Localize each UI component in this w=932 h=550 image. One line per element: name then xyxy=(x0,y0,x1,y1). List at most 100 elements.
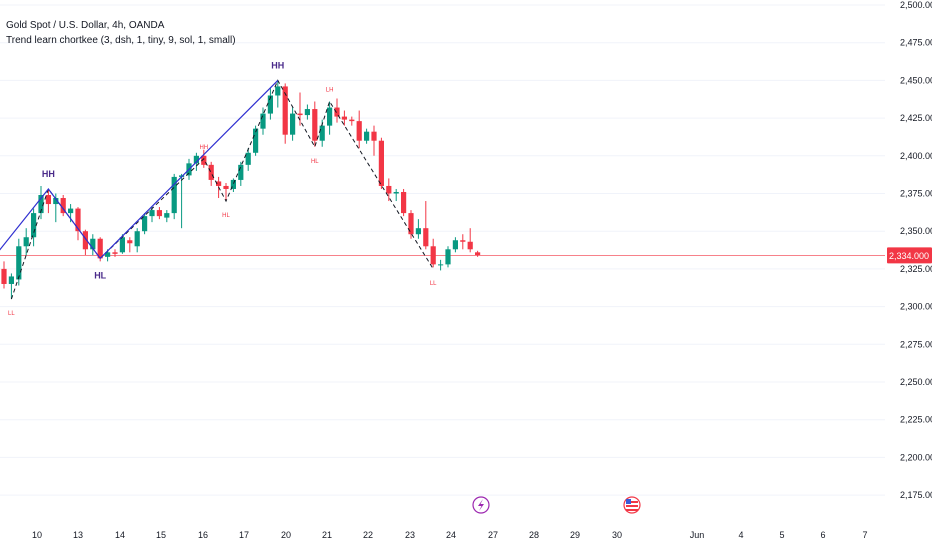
candle-body xyxy=(445,249,451,265)
indicator-legend[interactable]: Trend learn chortkee (3, dsh, 1, tiny, 9… xyxy=(6,35,236,46)
candle-body xyxy=(415,228,421,235)
candle-body xyxy=(334,107,340,117)
candle-body xyxy=(275,86,281,96)
pivot-label-hh: HH xyxy=(42,169,55,179)
y-tick-label: 2,200.000 xyxy=(900,452,932,462)
candle-body xyxy=(164,213,170,218)
x-tick-label: 13 xyxy=(73,530,83,540)
candle xyxy=(208,161,214,186)
candle-body xyxy=(156,210,162,217)
candle-body xyxy=(149,210,155,217)
candle-body xyxy=(319,125,325,141)
candle-body xyxy=(282,86,288,135)
candle-body xyxy=(327,107,333,126)
candle xyxy=(142,213,148,235)
candle xyxy=(260,107,266,135)
candle xyxy=(460,234,466,250)
candle-body xyxy=(408,213,414,235)
candle xyxy=(438,259,444,271)
candle xyxy=(371,125,377,156)
x-tick-label: 21 xyxy=(322,530,332,540)
y-tick-label: 2,425.000 xyxy=(900,113,932,123)
y-tick-label: 2,225.000 xyxy=(900,415,932,425)
candle-body xyxy=(90,238,96,250)
candle-body xyxy=(297,113,303,116)
candle xyxy=(238,161,244,186)
us-flag-icon[interactable] xyxy=(623,496,641,514)
candle xyxy=(53,193,59,223)
candle xyxy=(430,238,436,268)
x-tick-label: 14 xyxy=(115,530,125,540)
candle xyxy=(223,182,229,202)
x-tick-label: 28 xyxy=(529,530,539,540)
lightning-glyph xyxy=(478,499,484,511)
zigzag-dashed-line xyxy=(10,79,434,300)
candle xyxy=(282,83,288,144)
y-tick-label: 2,300.000 xyxy=(900,302,932,312)
pivot-label-hh: HH xyxy=(271,60,284,70)
flag-stripe xyxy=(626,501,638,503)
candle xyxy=(364,128,370,144)
candle xyxy=(401,188,407,217)
candle-body xyxy=(304,109,310,116)
candle-body xyxy=(31,213,37,238)
chart-legend: Gold Spot / U.S. Dollar, 4h, OANDA Trend… xyxy=(6,18,236,48)
candle xyxy=(393,188,399,202)
candle xyxy=(8,273,14,300)
x-tick-label: 24 xyxy=(446,530,456,540)
candle-body xyxy=(290,113,296,135)
candle xyxy=(156,207,162,220)
flag-stripe xyxy=(626,505,638,507)
pivot-label-hh: HH xyxy=(199,145,208,151)
candle-body xyxy=(208,164,214,180)
x-tick-label: 4 xyxy=(738,530,743,540)
candle-body xyxy=(349,119,355,122)
candle-body xyxy=(312,109,318,141)
flag-canton xyxy=(626,499,631,504)
candle-body xyxy=(475,252,481,256)
x-tick-label: 6 xyxy=(820,530,825,540)
x-tick-label: 17 xyxy=(239,530,249,540)
candle xyxy=(82,229,88,256)
pivot-label-hl: HL xyxy=(94,270,106,280)
candle-body xyxy=(238,164,244,180)
candle-body xyxy=(105,252,111,257)
candle xyxy=(445,246,451,268)
candle-body xyxy=(452,240,458,250)
candle-body xyxy=(393,191,399,194)
candle-body xyxy=(112,252,118,254)
candle-body xyxy=(8,276,14,284)
candle xyxy=(378,137,384,189)
y-tick-label: 2,450.000 xyxy=(900,75,932,85)
candle xyxy=(408,210,414,239)
candle xyxy=(245,148,251,171)
candle-body xyxy=(193,155,199,164)
y-tick-label: 2,325.000 xyxy=(900,264,932,274)
candle xyxy=(334,98,340,123)
candle-body xyxy=(260,113,266,129)
y-tick-label: 2,500.000 xyxy=(900,0,932,10)
candle xyxy=(415,219,421,239)
candle-body xyxy=(97,238,103,259)
candle xyxy=(275,80,281,108)
candle-body xyxy=(142,216,148,232)
y-tick-label: 2,250.000 xyxy=(900,377,932,387)
candle-body xyxy=(401,191,407,214)
pivot-label-lh: LH xyxy=(326,88,334,94)
current-price-badge xyxy=(887,247,932,264)
pivot-label-ll: LL xyxy=(430,281,437,287)
lightning-icon[interactable] xyxy=(472,496,490,514)
x-tick-label: 27 xyxy=(488,530,498,540)
candle xyxy=(171,173,177,220)
symbol-title[interactable]: Gold Spot / U.S. Dollar, 4h, OANDA xyxy=(6,20,165,31)
x-tick-label: 29 xyxy=(570,530,580,540)
candle-body xyxy=(364,131,370,141)
candle-body xyxy=(127,240,133,244)
candle-body xyxy=(430,246,436,265)
candle xyxy=(475,250,481,257)
candle xyxy=(349,116,355,126)
candle xyxy=(164,210,170,223)
candle-body xyxy=(378,140,384,186)
